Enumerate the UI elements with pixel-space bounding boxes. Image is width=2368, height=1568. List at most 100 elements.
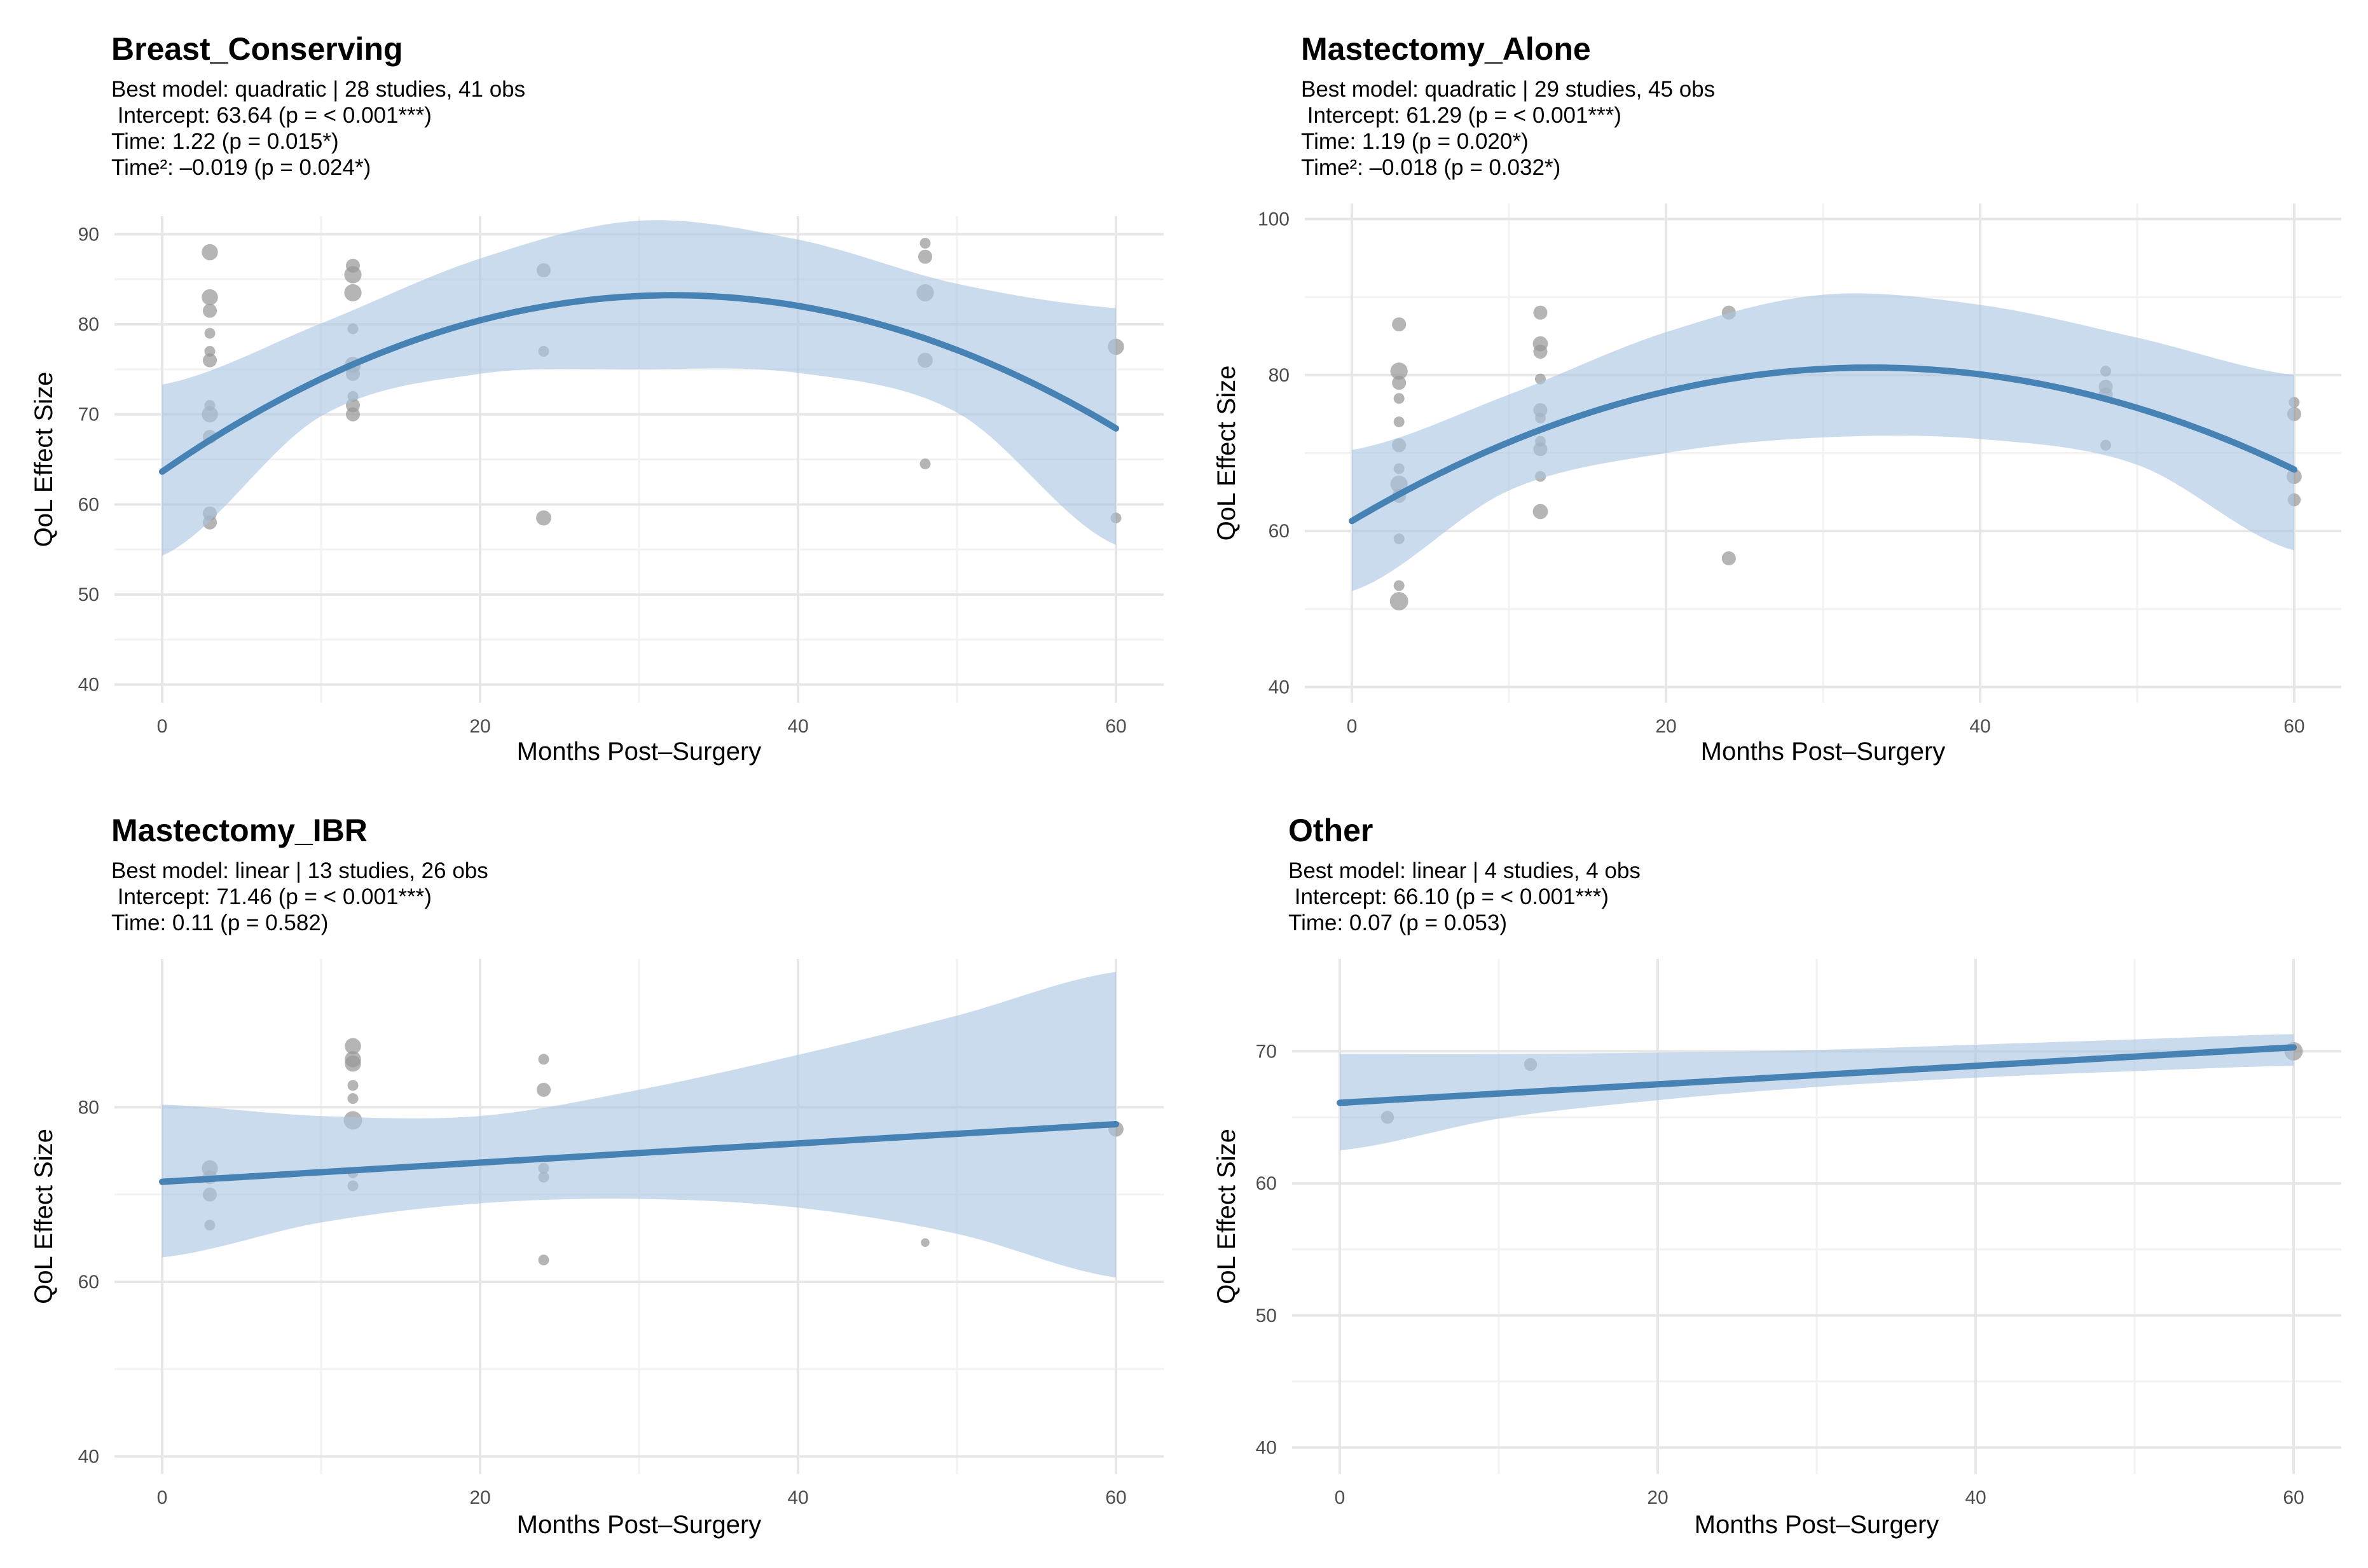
x-tick-label: 40 xyxy=(1969,716,1990,737)
y-tick-label: 40 xyxy=(1269,677,1290,698)
panel-title: Mastectomy_Alone xyxy=(1301,31,1591,67)
y-tick-label: 50 xyxy=(1256,1305,1277,1326)
data-point xyxy=(1393,393,1405,404)
y-axis-label: QoL Effect Size xyxy=(30,1129,58,1304)
x-tick-label: 0 xyxy=(1335,1487,1346,1508)
x-tick-label: 20 xyxy=(1655,716,1676,737)
y-tick-label: 90 xyxy=(78,224,99,245)
data-point xyxy=(347,1080,359,1091)
plot-mastectomy-alone: 0 20 40 60 40 60 80 100 Months Post–Surgery QoL E… xyxy=(1213,203,2341,766)
x-tick-label: 0 xyxy=(157,716,168,737)
subtitle-line: Time: 1.19 (p = 0.020*) xyxy=(1301,129,1529,154)
x-tick-label: 60 xyxy=(2283,716,2304,737)
fit-line xyxy=(1349,364,2297,525)
panel-subtitle: Best model: linear | 4 studies, 4 obs In… xyxy=(1288,858,1641,936)
data-point xyxy=(1532,504,1548,519)
plot-mastectomy-ibr: 0 20 40 60 40 60 80 Months Post–Surgery QoL Effe… xyxy=(30,959,1164,1539)
panel-subtitle: Best model: quadratic | 29 studies, 45 o… xyxy=(1301,76,1715,181)
x-axis-label: Months Post–Surgery xyxy=(517,1511,762,1539)
data-point xyxy=(204,327,216,339)
data-point xyxy=(347,1093,359,1104)
x-tick-label: 60 xyxy=(1105,716,1126,737)
fit-line xyxy=(159,1121,1119,1185)
y-tick-label: 60 xyxy=(1269,521,1290,542)
data-point xyxy=(345,1055,361,1072)
grid xyxy=(1305,203,2341,703)
data-point xyxy=(1392,317,1407,332)
data-point xyxy=(538,1054,549,1065)
data-point xyxy=(921,1238,930,1247)
data-point xyxy=(1390,362,1408,380)
subtitle-line: Time: 0.11 (p = 0.582) xyxy=(111,911,329,935)
y-tick-label: 80 xyxy=(78,1097,99,1118)
data-point xyxy=(536,510,551,526)
subtitle-line: Time: 1.22 (p = 0.015*) xyxy=(111,129,339,154)
y-tick-label: 60 xyxy=(78,1272,99,1293)
x-tick-label: 20 xyxy=(1647,1487,1668,1508)
subtitle-line: Best model: quadratic | 28 studies, 41 o… xyxy=(111,77,526,102)
data-point xyxy=(919,238,931,249)
panel-breast-conserving: Breast_Conserving Best model: quadratic … xyxy=(0,0,1184,784)
x-tick-label: 20 xyxy=(469,1487,490,1508)
panel-title: Breast_Conserving xyxy=(111,31,403,67)
confidence-band xyxy=(162,972,1116,1278)
y-axis-label: QoL Effect Size xyxy=(30,372,58,547)
confidence-band xyxy=(162,220,1116,556)
y-tick-label: 70 xyxy=(78,404,99,425)
x-tick-label: 40 xyxy=(1965,1487,1986,1508)
data-point xyxy=(1393,416,1405,427)
data-point xyxy=(919,458,931,470)
fit-line xyxy=(1337,1044,2297,1106)
subtitle-line: Best model: linear | 4 studies, 4 obs xyxy=(1288,858,1641,883)
y-tick-label: 40 xyxy=(78,1447,99,1468)
data-point xyxy=(202,289,218,306)
data-point xyxy=(345,1038,361,1055)
data-point xyxy=(1389,592,1408,610)
data-point xyxy=(1393,580,1405,591)
subtitle-line: Best model: quadratic | 29 studies, 45 o… xyxy=(1301,77,1716,102)
x-tick-label: 40 xyxy=(787,716,808,737)
panel-subtitle: Best model: linear | 13 studies, 26 obs … xyxy=(111,858,488,936)
grid xyxy=(1292,959,2341,1474)
data-point xyxy=(1533,305,1548,320)
x-tick-label: 0 xyxy=(157,1487,168,1508)
y-tick-label: 80 xyxy=(1269,365,1290,386)
x-axis-label: Months Post–Surgery xyxy=(1695,1511,1939,1539)
subtitle-line: Intercept: 61.29 (p = < 0.001***) xyxy=(1301,103,1621,128)
data-point xyxy=(344,266,362,284)
y-tick-label: 50 xyxy=(78,584,99,605)
y-tick-label: 40 xyxy=(78,675,99,696)
subtitle-line: Time²: –0.018 (p = 0.032*) xyxy=(1301,155,1561,180)
data-point xyxy=(202,244,218,261)
subtitle-line: Intercept: 71.46 (p = < 0.001***) xyxy=(111,884,432,909)
y-tick-label: 60 xyxy=(1256,1173,1277,1194)
x-axis-label: Months Post–Surgery xyxy=(517,738,762,766)
y-tick-label: 100 xyxy=(1258,209,1290,230)
subtitle-line: Intercept: 63.64 (p = < 0.001***) xyxy=(111,103,432,128)
data-point xyxy=(202,303,217,318)
y-tick-label: 70 xyxy=(1256,1041,1277,1062)
x-tick-label: 40 xyxy=(787,1487,808,1508)
panel-title: Mastectomy_IBR xyxy=(111,813,368,848)
data-point xyxy=(344,284,362,302)
subtitle-line: Time²: –0.019 (p = 0.024*) xyxy=(111,155,371,180)
panel-title: Other xyxy=(1288,813,1373,848)
y-tick-label: 60 xyxy=(78,494,99,515)
subtitle-line: Intercept: 66.10 (p = < 0.001***) xyxy=(1288,884,1609,909)
data-point xyxy=(1533,344,1548,359)
panel-subtitle: Best model: quadratic | 28 studies, 41 o… xyxy=(111,76,525,181)
y-axis-label: QoL Effect Size xyxy=(1213,1129,1241,1304)
confidence-band xyxy=(1352,293,2294,591)
data-point xyxy=(1721,551,1736,566)
data-point xyxy=(345,407,361,422)
y-axis-label: QoL Effect Size xyxy=(1213,366,1241,541)
panel-other: Other Best model: linear | 4 studies, 4 … xyxy=(1184,784,2368,1568)
x-tick-label: 20 xyxy=(469,716,490,737)
y-tick-label: 40 xyxy=(1256,1437,1277,1458)
x-tick-label: 60 xyxy=(2283,1487,2304,1508)
subtitle-line: Time: 0.07 (p = 0.053) xyxy=(1288,911,1508,935)
data-point xyxy=(202,353,217,368)
x-axis-label: Months Post–Surgery xyxy=(1701,738,1946,766)
panel-mastectomy-ibr: Mastectomy_IBR Best model: linear | 13 s… xyxy=(0,784,1184,1568)
y-tick-label: 80 xyxy=(78,314,99,335)
